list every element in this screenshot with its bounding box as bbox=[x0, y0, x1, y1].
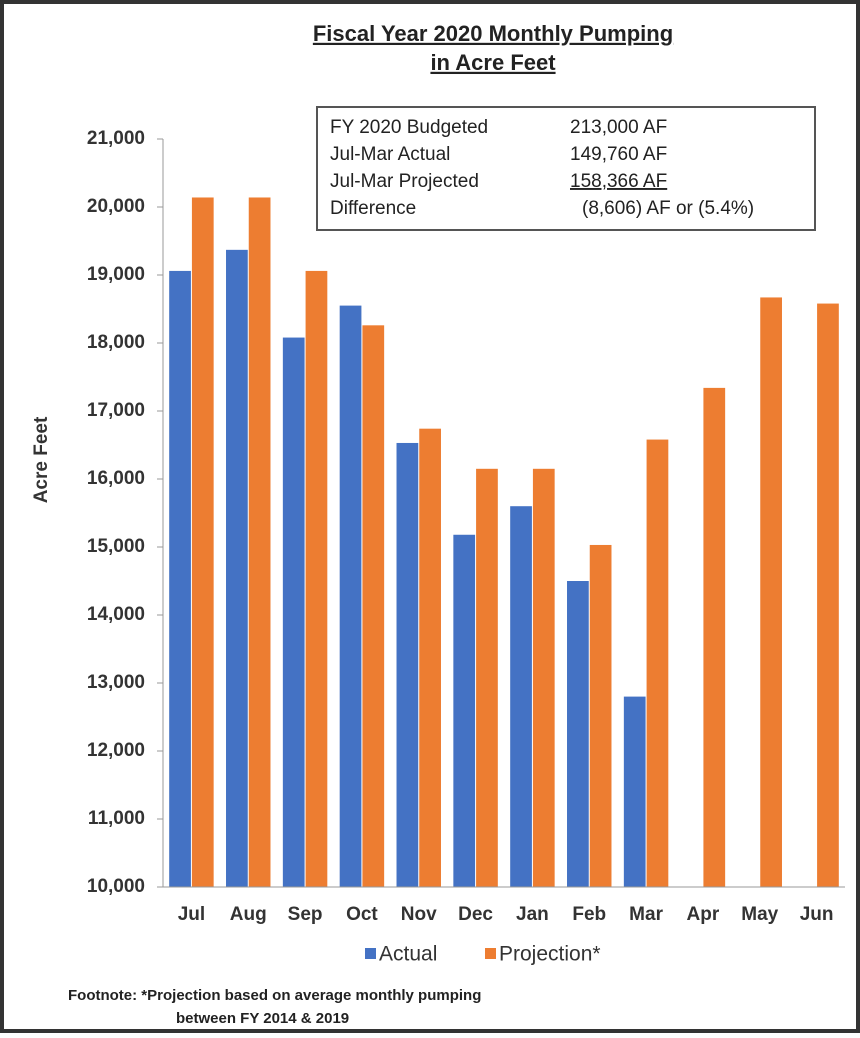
legend-swatch bbox=[485, 948, 496, 959]
x-tick-label: Oct bbox=[346, 904, 378, 925]
y-tick-label: 21,000 bbox=[87, 128, 145, 149]
bar bbox=[817, 303, 839, 887]
y-tick-label: 17,000 bbox=[87, 400, 145, 421]
x-tick-label: Dec bbox=[458, 904, 493, 925]
bar bbox=[623, 696, 646, 887]
x-tick-label: Apr bbox=[687, 904, 720, 925]
x-tick-label: May bbox=[741, 904, 778, 925]
legend-swatch bbox=[365, 948, 376, 959]
bar bbox=[282, 337, 305, 887]
x-tick-label: Jan bbox=[516, 904, 549, 925]
bar bbox=[419, 428, 441, 887]
bar bbox=[305, 270, 328, 887]
x-tick-label: Mar bbox=[629, 904, 663, 925]
bar bbox=[339, 305, 362, 888]
bar bbox=[396, 442, 419, 887]
y-tick-label: 11,000 bbox=[88, 808, 145, 829]
bar bbox=[191, 197, 214, 888]
y-tick-label: 13,000 bbox=[87, 672, 145, 693]
bar bbox=[703, 387, 726, 887]
annotation-box bbox=[316, 106, 816, 231]
box-label: FY 2020 Budgeted bbox=[330, 117, 488, 138]
bar bbox=[476, 468, 498, 887]
chart-title: in Acre Feet bbox=[430, 50, 556, 75]
x-tick-label: Nov bbox=[401, 904, 437, 925]
x-tick-label: Jun bbox=[800, 904, 834, 925]
box-label: Difference bbox=[330, 198, 416, 219]
footnote: Footnote: *Projection based on average m… bbox=[68, 987, 481, 1004]
x-tick-label: Jul bbox=[178, 904, 205, 925]
bar bbox=[510, 506, 532, 887]
y-axis-label: Acre Feet bbox=[31, 416, 52, 503]
box-value: 158,366 AF bbox=[570, 171, 667, 192]
bar bbox=[169, 270, 191, 887]
legend-label: Actual bbox=[379, 943, 437, 966]
y-tick-label: 16,000 bbox=[87, 468, 145, 489]
chart-title: Fiscal Year 2020 Monthly Pumping bbox=[313, 21, 673, 46]
y-tick-label: 19,000 bbox=[87, 264, 145, 285]
x-tick-label: Sep bbox=[288, 904, 323, 925]
y-tick-label: 14,000 bbox=[87, 604, 145, 625]
bar bbox=[760, 297, 782, 887]
bar bbox=[589, 544, 612, 887]
box-value: 213,000 AF bbox=[570, 117, 667, 138]
y-tick-label: 12,000 bbox=[87, 740, 145, 761]
y-tick-label: 15,000 bbox=[87, 536, 145, 557]
y-tick-label: 18,000 bbox=[87, 332, 145, 353]
bar bbox=[646, 439, 669, 887]
box-label: Jul-Mar Projected bbox=[330, 171, 479, 192]
footnote: between FY 2014 & 2019 bbox=[176, 1010, 349, 1027]
bar bbox=[248, 197, 271, 888]
legend-label: Projection* bbox=[499, 943, 601, 966]
y-tick-label: 10,000 bbox=[87, 876, 145, 897]
x-tick-label: Feb bbox=[572, 904, 606, 925]
bar bbox=[567, 581, 589, 887]
y-tick-label: 20,000 bbox=[87, 196, 145, 217]
bar bbox=[453, 534, 476, 887]
bar bbox=[532, 468, 555, 887]
box-value: (8,606) AF or (5.4%) bbox=[582, 198, 754, 219]
bar bbox=[226, 249, 248, 888]
box-label: Jul-Mar Actual bbox=[330, 144, 450, 165]
x-tick-label: Aug bbox=[230, 904, 267, 925]
bar bbox=[362, 325, 385, 887]
box-value: 149,760 AF bbox=[570, 144, 667, 165]
